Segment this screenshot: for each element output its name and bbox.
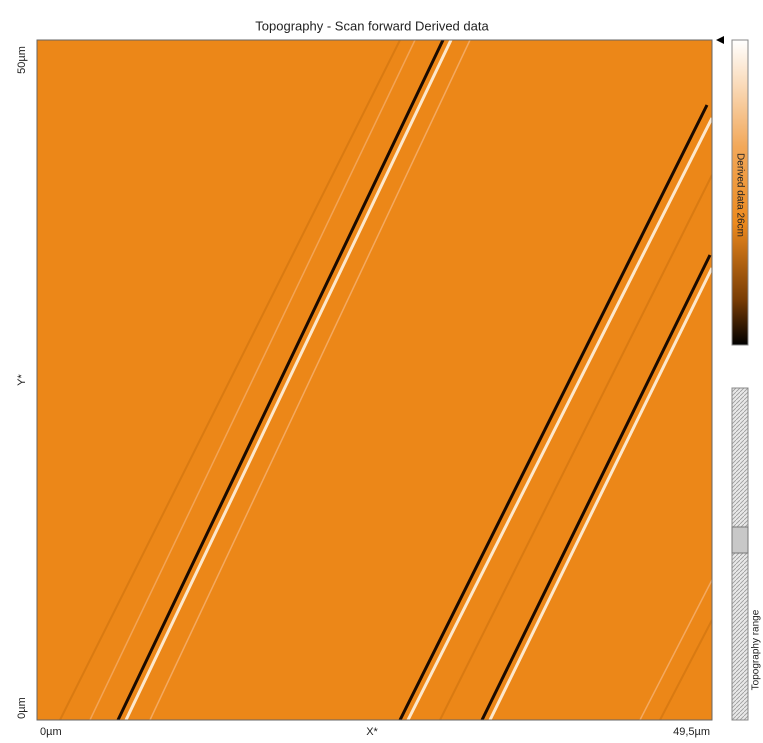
x-left-label: 0µm: [40, 726, 62, 738]
range-slider[interactable]: [732, 388, 748, 720]
y-top-label: 50µm: [16, 46, 28, 74]
page: Topography - Scan forward Derived data 5…: [0, 0, 763, 743]
colorbar-label: Derived data 26cm: [734, 153, 745, 237]
x-right-label: 49,5µm: [673, 726, 710, 738]
colorbar-marker[interactable]: [716, 36, 724, 44]
x-axis-label: X*: [366, 726, 378, 738]
y-bottom-label: 0µm: [16, 697, 28, 719]
scan-image: [37, 40, 712, 720]
range-label: Topography range: [751, 609, 762, 690]
view-title: Topography - Scan forward Derived data: [255, 18, 489, 33]
range-handle[interactable]: [732, 527, 748, 553]
y-axis-label: Y*: [16, 373, 28, 385]
afm-viewer: Topography - Scan forward Derived data 5…: [0, 0, 763, 743]
